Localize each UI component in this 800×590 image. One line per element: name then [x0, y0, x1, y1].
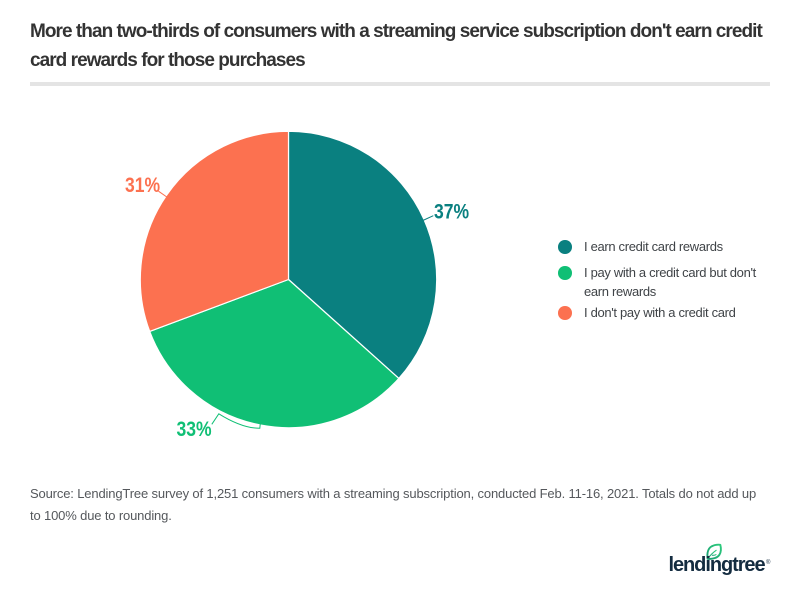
svg-text:31%: 31%	[125, 174, 160, 198]
svg-text:lendingtree: lendingtree	[669, 554, 766, 576]
svg-text:33%: 33%	[177, 418, 212, 442]
svg-text:®: ®	[766, 559, 771, 566]
svg-text:37%: 37%	[434, 200, 469, 224]
